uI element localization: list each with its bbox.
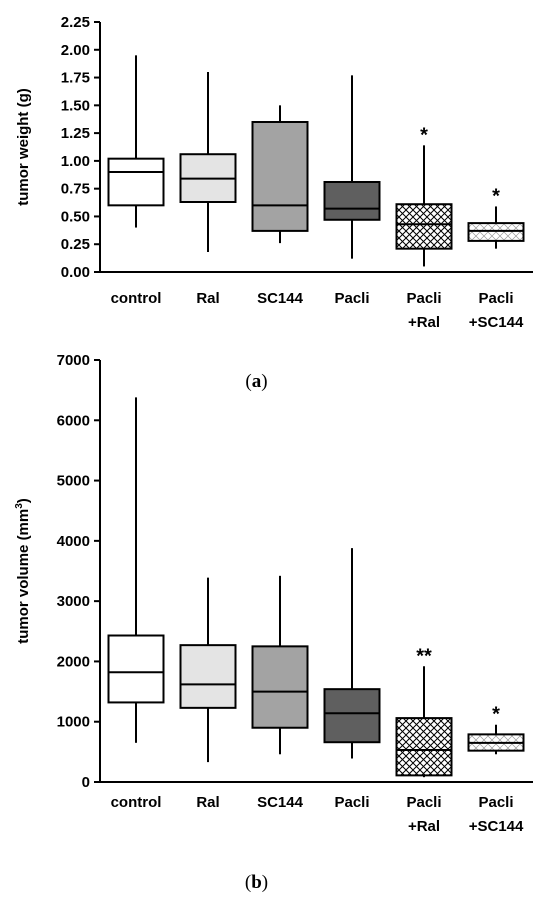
box-a-6: * Pacli +SC144 — [467, 185, 525, 331]
box-b-4: Pacli — [323, 548, 381, 811]
y-tick-label-b: 2000 — [57, 653, 90, 670]
category-label-line2: +Ral — [408, 314, 440, 331]
y-tick-label-a: 2.00 — [61, 42, 90, 59]
y-tick-label-a: 0.25 — [61, 236, 90, 253]
significance-marker: * — [420, 124, 428, 146]
box-a-2: Ral — [179, 72, 237, 307]
panel-label-b: (b) — [245, 872, 268, 893]
box-iqr — [251, 121, 309, 232]
y-tick-label-b: 4000 — [57, 533, 90, 550]
panel-label-a: (a) — [245, 371, 267, 392]
y-tick-label-b: 0 — [82, 774, 90, 791]
box-iqr — [323, 688, 381, 744]
category-label: Ral — [196, 794, 219, 811]
y-tick-label-a: 1.75 — [61, 70, 90, 87]
category-label: control — [111, 290, 162, 307]
category-label: Pacli — [406, 794, 441, 811]
y-tick-label-b: 6000 — [57, 412, 90, 429]
box-b-3: SC144 — [251, 575, 309, 811]
category-label-line2: +SC144 — [469, 314, 524, 331]
category-label: Pacli — [334, 290, 369, 307]
box-iqr — [107, 634, 165, 704]
box-iqr — [107, 157, 165, 207]
box-iqr — [251, 645, 309, 729]
y-tick-label-a: 0.00 — [61, 264, 90, 281]
y-tick-label-a: 1.00 — [61, 153, 90, 170]
y-tick-label-a: 0.50 — [61, 208, 90, 225]
y-axis-label-a: tumor weight (g) — [15, 88, 32, 205]
category-label: Pacli — [406, 290, 441, 307]
y-tick-label-b: 7000 — [57, 352, 90, 369]
y-tick-label-b: 1000 — [57, 714, 90, 731]
category-label: Pacli — [478, 794, 513, 811]
y-tick-label-b: 5000 — [57, 473, 90, 490]
chart-panel-b: 0 1000 2000 3000 4000 5000 6000 7000 tumor volum… — [14, 352, 533, 893]
box-a-4: Pacli — [323, 75, 381, 307]
box-iqr — [323, 181, 381, 221]
category-label: SC144 — [257, 794, 304, 811]
significance-marker: * — [492, 704, 500, 726]
box-iqr — [179, 644, 237, 709]
significance-marker: ** — [416, 645, 432, 667]
box-b-5: ** Pacli +Ral — [395, 645, 453, 835]
box-iqr — [395, 717, 453, 777]
significance-marker: * — [492, 185, 500, 207]
category-label-line2: +Ral — [408, 818, 440, 835]
box-b-1: control — [107, 397, 165, 811]
box-a-5: * Pacli +Ral — [395, 124, 453, 331]
y-tick-label-b: 3000 — [57, 593, 90, 610]
box-a-1: control — [107, 55, 165, 307]
y-tick-label-a: 0.75 — [61, 181, 90, 198]
category-label-line2: +SC144 — [469, 818, 524, 835]
y-tick-label-a: 2.25 — [61, 14, 90, 31]
category-label: control — [111, 794, 162, 811]
box-iqr — [395, 203, 453, 250]
chart-panel-a: 0.00 0.25 0.50 0.75 1.00 1.25 1.50 1.75 2.00 2.25… — [15, 14, 533, 392]
box-b-2: Ral — [179, 577, 237, 811]
box-a-3: SC144 — [251, 105, 309, 307]
y-tick-label-a: 1.25 — [61, 125, 90, 142]
category-label: Pacli — [334, 794, 369, 811]
box-b-6: * Pacli +SC144 — [467, 704, 525, 835]
y-tick-label-a: 1.50 — [61, 97, 90, 114]
category-label: Pacli — [478, 290, 513, 307]
category-label: Ral — [196, 290, 219, 307]
box-iqr — [467, 222, 525, 242]
y-axis-label-b: tumor volume (mm3) — [14, 498, 32, 644]
category-label: SC144 — [257, 290, 304, 307]
